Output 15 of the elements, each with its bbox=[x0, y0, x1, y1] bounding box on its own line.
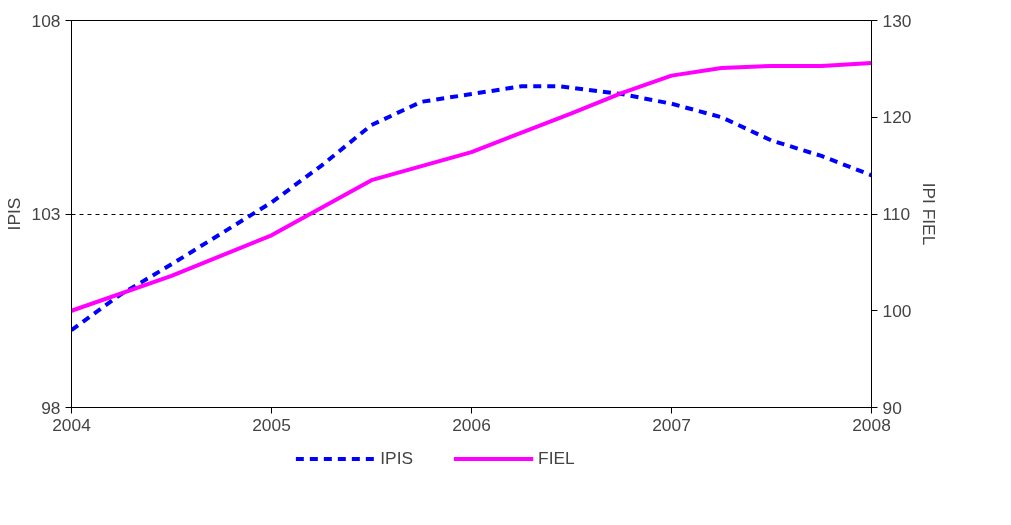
y2-tick-label: 130 bbox=[882, 10, 912, 31]
x-tick-label: 2007 bbox=[652, 414, 691, 435]
x-tick-label: 2005 bbox=[252, 414, 291, 435]
x-tick-label: 2006 bbox=[452, 414, 491, 435]
legend-label: IPIS bbox=[380, 447, 414, 469]
line-series bbox=[71, 61, 872, 313]
y-axis-title: IPIS bbox=[3, 197, 24, 231]
line-series bbox=[71, 84, 872, 333]
y2-axis-title: IPI FIEL bbox=[919, 182, 940, 246]
y-tick-label: 103 bbox=[31, 204, 61, 224]
legend-label: FIEL bbox=[538, 447, 575, 469]
y2-tick-label: 100 bbox=[882, 300, 912, 321]
y-tick-label: 108 bbox=[31, 10, 61, 31]
y2-tick-label: 120 bbox=[882, 107, 912, 128]
y2-tick-label: 110 bbox=[882, 204, 911, 224]
